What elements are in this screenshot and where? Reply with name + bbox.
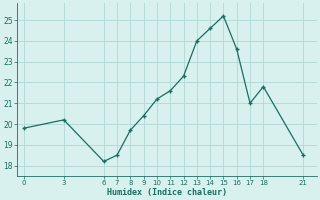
X-axis label: Humidex (Indice chaleur): Humidex (Indice chaleur) bbox=[107, 188, 227, 197]
